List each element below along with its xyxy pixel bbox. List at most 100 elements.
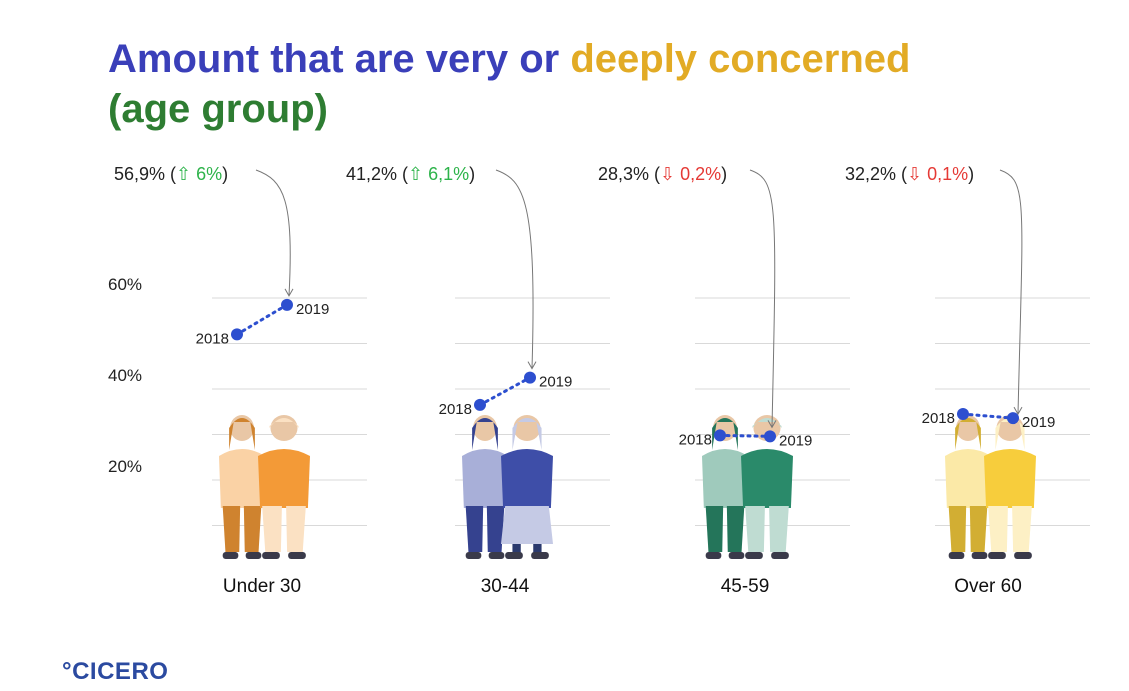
person-hair xyxy=(752,418,782,428)
arrow-down-icon: ⇩ 0,2% xyxy=(660,164,721,184)
point-2019 xyxy=(764,430,776,443)
category-label: Over 60 xyxy=(954,576,1022,597)
point-2019 xyxy=(1007,412,1019,425)
point-label-2018: 2018 xyxy=(679,431,712,448)
person-leg xyxy=(465,506,484,552)
person-leg xyxy=(988,506,1008,552)
person-hair xyxy=(269,418,299,428)
person-shoe xyxy=(705,552,722,559)
category-label: 30-44 xyxy=(481,576,530,597)
annotation-close: ) xyxy=(222,164,228,184)
y-tick-label: 20% xyxy=(108,457,142,476)
chart-title: Amount that are very or deeply concerned… xyxy=(108,34,910,134)
point-2019 xyxy=(524,371,536,384)
person-leg xyxy=(745,506,765,552)
annotation-value: 28,3% ( xyxy=(598,164,660,184)
y-tick-label: 60% xyxy=(108,275,142,294)
person-shoe xyxy=(262,552,280,559)
point-2019 xyxy=(281,298,293,311)
arrow-head-icon xyxy=(1013,406,1023,416)
person-leg xyxy=(1012,506,1032,552)
person-torso xyxy=(702,449,748,508)
point-label-2018: 2018 xyxy=(196,330,229,347)
figure-adult-couple-icon xyxy=(462,415,553,559)
person-shoe xyxy=(971,552,988,559)
arrow-up-icon: ⇧ 6% xyxy=(176,164,222,184)
point-2018 xyxy=(474,398,486,411)
person-leg xyxy=(533,544,542,556)
person-torso xyxy=(219,449,265,508)
arrow-down-icon: ⇩ 0,1% xyxy=(907,164,968,184)
person-leg xyxy=(769,506,789,552)
person-shoe xyxy=(505,552,523,559)
person-leg xyxy=(222,506,241,552)
series-line xyxy=(718,433,772,438)
person-shoe xyxy=(531,552,549,559)
change-annotation: 28,3% (⇩ 0,2%) xyxy=(598,164,727,184)
point-label-2019: 2019 xyxy=(1022,414,1055,431)
annotation-pointer xyxy=(255,169,291,296)
person-shoe xyxy=(288,552,306,559)
point-label-2019: 2019 xyxy=(296,301,329,318)
arrow-up-icon: ⇧ 6,1% xyxy=(408,164,469,184)
person-shoe xyxy=(988,552,1006,559)
person-shoe xyxy=(745,552,763,559)
point-label-2019: 2019 xyxy=(539,374,572,391)
series-line xyxy=(478,376,532,407)
annotation-value: 41,2% ( xyxy=(346,164,408,184)
point-label-2019: 2019 xyxy=(779,432,812,449)
figure-middle-aged-couple-icon xyxy=(702,415,793,559)
person-shoe xyxy=(488,552,505,559)
point-label-2018: 2018 xyxy=(439,401,472,418)
annotation-pointer xyxy=(999,169,1023,415)
person-leg xyxy=(726,506,745,552)
cicero-logo: °CICERO xyxy=(62,658,169,685)
change-annotation: 32,2% (⇩ 0,1%) xyxy=(845,164,974,184)
arrow-head-icon xyxy=(284,288,294,297)
annotation-close: ) xyxy=(721,164,727,184)
annotation-close: ) xyxy=(469,164,475,184)
point-2018 xyxy=(957,408,969,421)
arrow-head-icon xyxy=(527,361,537,370)
person-shoe xyxy=(245,552,262,559)
person-leg xyxy=(948,506,967,552)
point-2018 xyxy=(231,328,243,341)
person-torso xyxy=(945,449,991,508)
category-label: 45-59 xyxy=(721,576,770,597)
person-torso xyxy=(501,449,553,508)
person-leg xyxy=(262,506,282,552)
person-leg xyxy=(705,506,724,552)
person-shoe xyxy=(222,552,239,559)
title-part-1: Amount that are very or xyxy=(108,37,571,81)
figure-young-couple-icon xyxy=(219,415,310,559)
person-leg xyxy=(286,506,306,552)
series-line xyxy=(235,303,289,336)
person-leg xyxy=(486,506,505,552)
change-annotation: 56,9% (⇧ 6%) xyxy=(114,164,228,184)
category-label: Under 30 xyxy=(223,576,301,597)
series-line xyxy=(961,412,1015,420)
title-line-2: (age group) xyxy=(108,87,328,131)
person-skirt xyxy=(501,506,553,544)
person-shoe xyxy=(465,552,482,559)
change-annotation: 41,2% (⇧ 6,1%) xyxy=(346,164,475,184)
person-leg xyxy=(969,506,988,552)
annotation-pointer xyxy=(749,169,776,428)
y-tick-label: 40% xyxy=(108,366,142,385)
annotation-value: 32,2% ( xyxy=(845,164,907,184)
person-torso xyxy=(984,449,1036,508)
annotation-pointer xyxy=(495,169,534,369)
person-shoe xyxy=(771,552,789,559)
person-torso xyxy=(258,449,310,508)
title-part-2: deeply concerned xyxy=(570,37,911,81)
annotation-value: 56,9% ( xyxy=(114,164,176,184)
annotation-close: ) xyxy=(968,164,974,184)
point-2018 xyxy=(714,429,726,442)
person-shoe xyxy=(1014,552,1032,559)
point-label-2018: 2018 xyxy=(922,410,955,427)
person-torso xyxy=(462,449,508,508)
arrow-head-icon xyxy=(767,420,777,429)
person-torso xyxy=(741,449,793,508)
person-shoe xyxy=(948,552,965,559)
